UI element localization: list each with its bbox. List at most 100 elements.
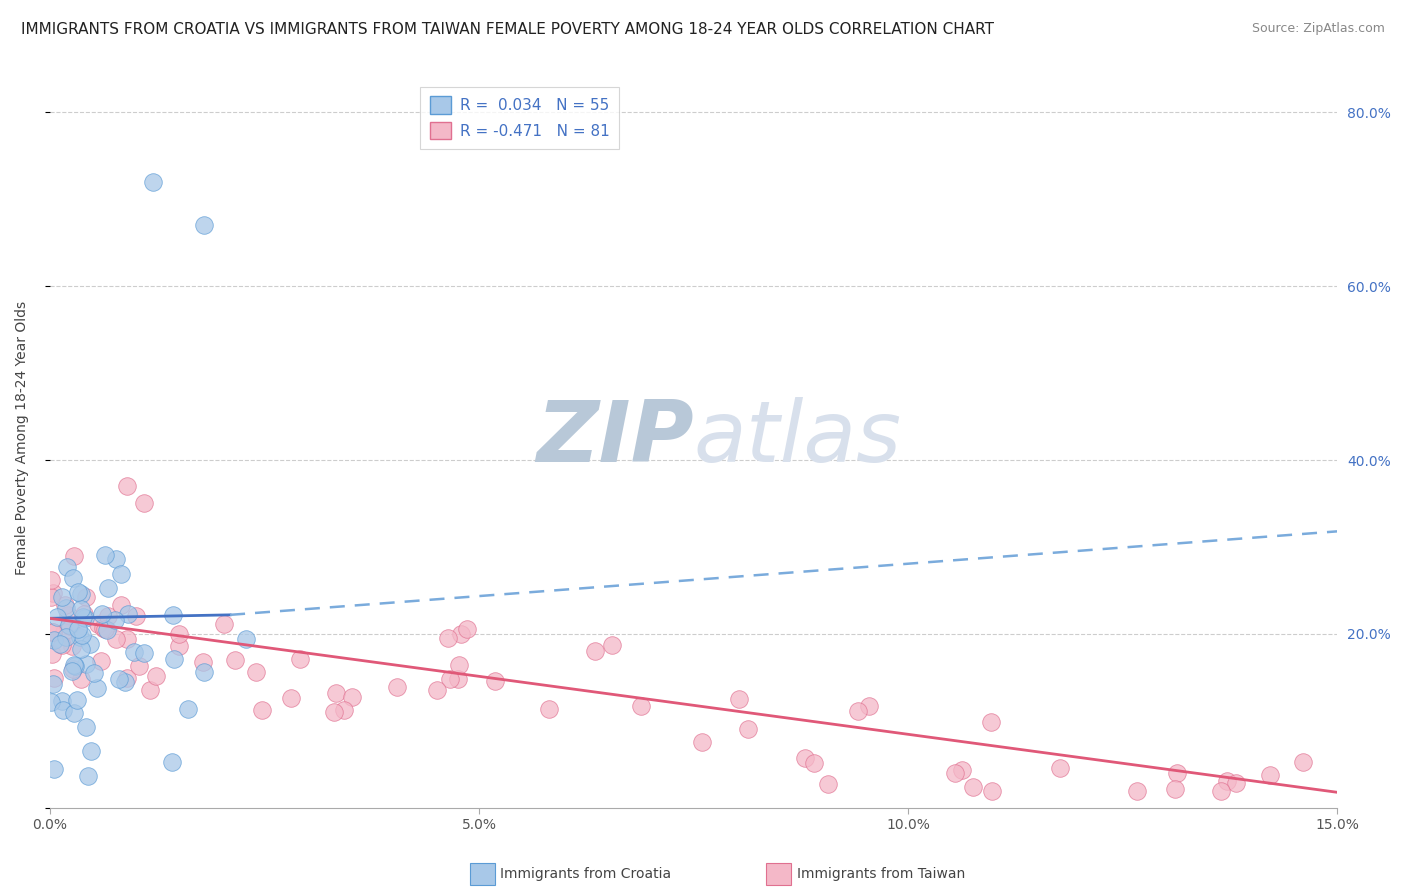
Point xyxy=(167,627,190,641)
Point xyxy=(108,672,131,686)
Point xyxy=(125,608,148,623)
Point xyxy=(72,628,94,642)
Point xyxy=(53,598,76,612)
Point xyxy=(943,766,966,780)
Point xyxy=(115,479,138,493)
Point xyxy=(437,632,460,646)
Point xyxy=(132,646,155,660)
Point xyxy=(66,693,89,707)
Point xyxy=(134,496,156,510)
Point xyxy=(793,751,815,765)
Point xyxy=(60,665,83,679)
Point xyxy=(39,695,62,709)
Point xyxy=(727,691,749,706)
Point xyxy=(69,642,91,657)
Point xyxy=(42,762,65,776)
Point xyxy=(62,571,84,585)
Point xyxy=(245,665,267,680)
Point xyxy=(167,639,190,653)
Point xyxy=(583,644,606,658)
Point xyxy=(39,591,62,605)
Point xyxy=(426,682,449,697)
Point xyxy=(160,755,183,769)
Point xyxy=(42,676,65,690)
Point xyxy=(67,622,90,636)
Point xyxy=(323,706,346,720)
Point xyxy=(484,673,506,688)
Point xyxy=(97,609,120,624)
Point xyxy=(86,681,108,695)
Point xyxy=(42,633,65,648)
Point xyxy=(63,549,86,563)
Point xyxy=(72,607,94,621)
Point xyxy=(110,566,132,581)
Point xyxy=(58,618,80,632)
Point xyxy=(235,632,257,646)
Point xyxy=(1126,783,1149,797)
Point xyxy=(962,780,984,794)
Point xyxy=(145,669,167,683)
Point xyxy=(62,662,84,676)
Point xyxy=(803,756,825,770)
Point xyxy=(83,666,105,681)
Point xyxy=(79,637,101,651)
Point xyxy=(325,686,347,700)
Point xyxy=(56,560,79,574)
Point xyxy=(114,675,136,690)
Point xyxy=(76,590,98,604)
Point xyxy=(280,691,302,706)
Point xyxy=(90,654,112,668)
Point xyxy=(39,573,62,587)
Point xyxy=(447,672,470,686)
Point xyxy=(450,627,472,641)
Point xyxy=(77,769,100,783)
Point xyxy=(73,611,96,625)
Point xyxy=(817,777,839,791)
Point xyxy=(42,624,65,639)
Point xyxy=(97,582,120,596)
Point xyxy=(1225,776,1247,790)
Point xyxy=(630,698,652,713)
Point xyxy=(75,720,97,734)
Point xyxy=(110,599,132,613)
Point xyxy=(80,744,103,758)
Point xyxy=(162,652,184,666)
Point xyxy=(105,551,128,566)
Point xyxy=(69,630,91,644)
Point xyxy=(63,657,86,672)
Point xyxy=(70,602,93,616)
Point xyxy=(290,651,312,665)
Point xyxy=(1258,768,1281,782)
Point xyxy=(63,659,86,673)
Point xyxy=(115,632,138,646)
Point xyxy=(176,702,198,716)
Point xyxy=(250,703,273,717)
Point xyxy=(94,623,117,637)
Point xyxy=(385,681,408,695)
Point xyxy=(142,175,165,189)
Point xyxy=(70,587,93,601)
Point xyxy=(117,607,139,622)
Point xyxy=(96,623,118,637)
Point xyxy=(46,610,69,624)
Point xyxy=(104,613,127,627)
Point xyxy=(980,714,1002,729)
Point xyxy=(75,657,97,671)
Point xyxy=(980,783,1002,797)
Point xyxy=(41,625,63,640)
Point xyxy=(42,585,65,599)
Point xyxy=(104,632,127,647)
Point xyxy=(1292,755,1315,769)
Text: Immigrants from Taiwan: Immigrants from Taiwan xyxy=(797,867,965,881)
Point xyxy=(690,735,713,749)
Text: Source: ZipAtlas.com: Source: ZipAtlas.com xyxy=(1251,22,1385,36)
Point xyxy=(447,658,470,673)
Point xyxy=(1216,774,1239,789)
Point xyxy=(1211,783,1233,797)
Point xyxy=(49,637,72,651)
Point xyxy=(52,703,75,717)
Point xyxy=(122,645,145,659)
Point xyxy=(950,763,973,777)
Text: atlas: atlas xyxy=(693,397,901,480)
Point xyxy=(70,672,93,686)
